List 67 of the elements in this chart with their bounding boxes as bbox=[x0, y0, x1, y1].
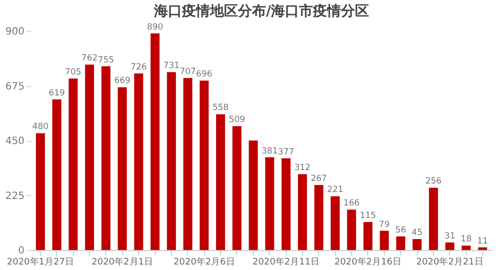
data-label: 256 bbox=[425, 176, 442, 187]
data-label: 669 bbox=[114, 76, 130, 86]
data-label: 696 bbox=[196, 70, 212, 80]
data-label: 56 bbox=[395, 225, 406, 236]
bar bbox=[52, 99, 62, 250]
bar bbox=[347, 210, 356, 250]
bar bbox=[134, 73, 144, 250]
x-tick-label: 2020年1月27日 bbox=[6, 256, 74, 268]
x-tick-label: 2020年2月16日 bbox=[334, 256, 402, 268]
bar bbox=[216, 114, 226, 250]
bar bbox=[445, 242, 454, 250]
bar bbox=[232, 126, 242, 250]
bar bbox=[265, 157, 274, 250]
data-label: 115 bbox=[360, 211, 376, 222]
data-label: 731 bbox=[163, 61, 180, 72]
bar bbox=[101, 66, 110, 250]
data-label: 480 bbox=[32, 122, 49, 132]
y-tick-label: 450 bbox=[5, 136, 24, 147]
bar bbox=[428, 188, 438, 250]
bar bbox=[118, 87, 127, 250]
data-label: 79 bbox=[378, 220, 390, 230]
y-tick-label: 225 bbox=[5, 190, 24, 202]
data-label: 221 bbox=[327, 185, 344, 196]
bar bbox=[380, 230, 389, 250]
data-label: 45 bbox=[412, 228, 422, 238]
data-label: 312 bbox=[294, 163, 311, 174]
y-tick-label: 900 bbox=[5, 26, 24, 38]
data-label: 755 bbox=[98, 55, 114, 66]
bar bbox=[363, 222, 372, 250]
bar bbox=[166, 72, 176, 250]
data-label: 726 bbox=[130, 62, 147, 72]
data-label: 11 bbox=[477, 236, 488, 246]
bar bbox=[462, 246, 471, 250]
x-tick-label: 2020年2月21日 bbox=[416, 256, 484, 268]
bar bbox=[396, 236, 406, 250]
x-tick-label: 2020年2月1日 bbox=[92, 256, 153, 268]
data-label: 267 bbox=[310, 174, 327, 184]
data-label: 18 bbox=[460, 234, 472, 245]
data-label: 762 bbox=[81, 54, 98, 64]
bar bbox=[85, 64, 94, 250]
y-tick-label: 0 bbox=[18, 246, 24, 256]
x-tick-label: 2020年2月11日 bbox=[252, 256, 320, 268]
y-tick-label: 675 bbox=[5, 81, 24, 92]
bar bbox=[314, 185, 324, 250]
bar bbox=[248, 140, 258, 250]
data-label: 619 bbox=[48, 88, 65, 98]
data-label: 31 bbox=[444, 231, 456, 242]
data-label: 377 bbox=[278, 147, 294, 158]
bar bbox=[68, 78, 78, 250]
data-label: 558 bbox=[212, 103, 229, 114]
bar bbox=[478, 247, 488, 250]
x-tick-label: 2020年2月6日 bbox=[174, 256, 235, 268]
bar bbox=[150, 33, 160, 250]
bar bbox=[330, 196, 340, 250]
bar bbox=[412, 239, 422, 250]
bar bbox=[36, 133, 45, 250]
data-label: 890 bbox=[146, 22, 164, 32]
data-label: 381 bbox=[262, 146, 278, 156]
bar bbox=[282, 158, 291, 250]
bar bbox=[298, 174, 307, 250]
data-label: 166 bbox=[343, 198, 360, 209]
bar bbox=[200, 80, 209, 250]
chart-title: 海口疫情地区分布/海口市疫情分区 bbox=[152, 2, 370, 20]
data-label: 509 bbox=[228, 115, 246, 126]
data-label: 707 bbox=[180, 66, 196, 77]
data-label: 705 bbox=[65, 67, 82, 78]
bar bbox=[183, 78, 192, 250]
